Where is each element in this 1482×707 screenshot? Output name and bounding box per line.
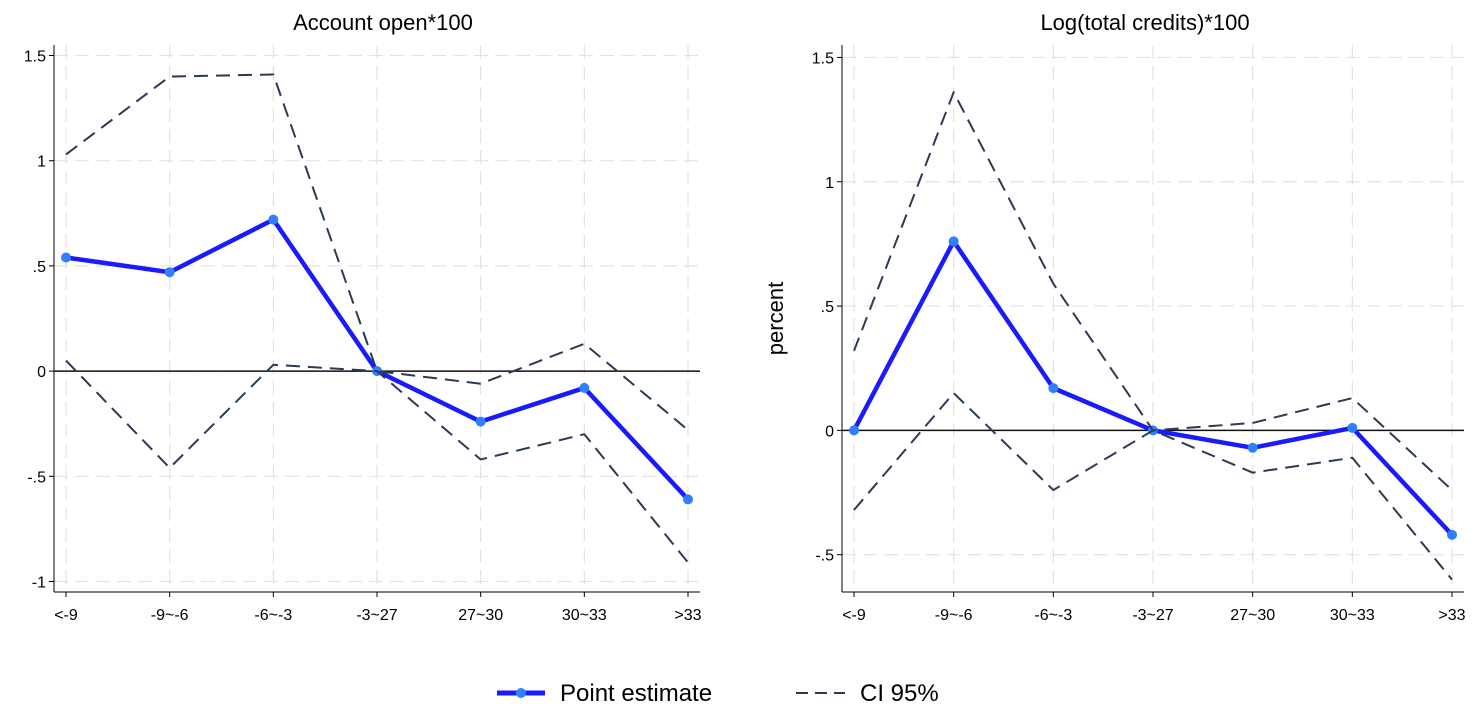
legend-ci-label: CI 95% (860, 680, 939, 707)
y-tick-label: .5 (821, 299, 834, 316)
point-estimate-marker (1347, 422, 1358, 433)
x-tick-label: -9~-6 (935, 607, 973, 624)
legend-point-estimate-label: Point estimate (560, 680, 712, 707)
x-tick-label: <-9 (54, 607, 78, 624)
point-estimate-marker (1247, 442, 1258, 453)
x-tick-label: 30~33 (562, 607, 607, 624)
ci-95-line (65, 73, 689, 431)
y-tick-label: .5 (33, 259, 46, 276)
point-estimate-marker (948, 236, 959, 247)
y-tick-label: 0 (825, 423, 834, 440)
chart-title: Log(total credits)*100 (1040, 10, 1249, 35)
point-estimate-marker (1048, 383, 1059, 394)
ci-95-line (853, 392, 1453, 581)
x-tick-label: -6~-3 (1034, 607, 1072, 624)
y-tick-label: 1.5 (24, 49, 46, 66)
point-estimate-marker (268, 214, 279, 225)
x-tick-label: <-9 (842, 607, 866, 624)
ci-95-line (65, 359, 689, 564)
point-estimate-marker (1447, 529, 1457, 540)
x-tick-label: >33 (1438, 607, 1465, 624)
y-tick-label: -.5 (815, 548, 834, 565)
point-estimate-marker (475, 416, 486, 427)
y-tick-label: 1 (37, 154, 46, 171)
legend: Point estimate CI 95% (497, 680, 939, 707)
x-tick-label: -9~-6 (151, 607, 189, 624)
point-estimate-marker (579, 382, 590, 393)
y-axis-label: percent (763, 282, 788, 355)
y-tick-label: 1.5 (812, 50, 834, 67)
x-tick-label: 27~30 (458, 607, 503, 624)
x-tick-label: -3~27 (356, 607, 397, 624)
panel-account-open: Account open*100 -1 -.5 0 .5 1 1.5 <-9 -9~-6 -6~-… (24, 10, 702, 624)
point-estimate-marker (61, 252, 71, 263)
x-tick-label: -3~27 (1132, 607, 1173, 624)
x-tick-label: 27~30 (1230, 607, 1275, 624)
x-tick-label: -6~-3 (254, 607, 292, 624)
x-tick-label: >33 (674, 607, 701, 624)
y-tick-label: 1 (825, 175, 834, 192)
y-tick-label: -.5 (27, 469, 46, 486)
panel-log-total-credits: Log(total credits)*100 percent -.5 0 .5 1 1.5 <… (763, 10, 1466, 624)
point-estimate-marker (164, 267, 175, 278)
y-tick-label: 0 (37, 364, 46, 381)
point-estimate-marker (683, 494, 693, 505)
legend-point-estimate-marker (516, 688, 526, 698)
y-tick-label: -1 (32, 574, 46, 591)
x-tick-label: 30~33 (1330, 607, 1375, 624)
chart-title: Account open*100 (293, 10, 473, 35)
point-estimate-marker (849, 425, 859, 436)
